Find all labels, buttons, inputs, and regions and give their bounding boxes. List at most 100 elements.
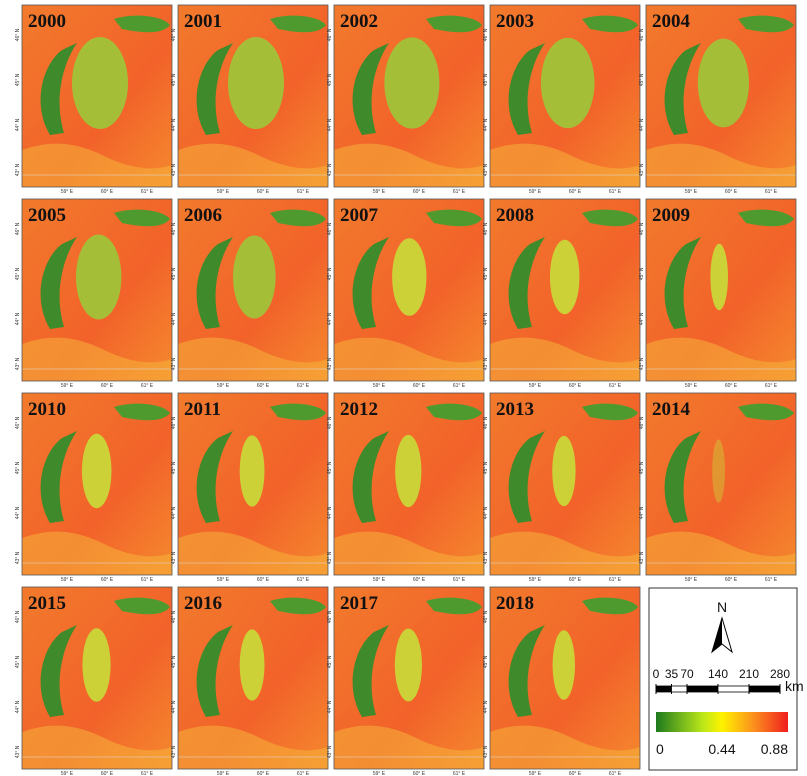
south-mottle [178,143,328,187]
north-lake [738,209,794,227]
south-mottle [178,337,328,381]
lon-label: 60° E [569,189,582,195]
lon-label: 59° E [373,577,386,583]
lon-label: 61° E [765,189,778,195]
year-label: 2011 [184,399,221,420]
west-shore [40,625,77,717]
panel-frame [177,586,329,770]
lat-label: 46° N [171,28,177,41]
south-mottle [22,725,172,769]
lat-label: 45° N [327,461,333,474]
west-shore [40,431,77,523]
lat-label: 43° N [171,551,177,564]
lat-label: 44° N [327,700,333,713]
lon-label: 59° E [61,189,74,195]
lon-label: 61° E [765,383,778,389]
colorbar-label: 0.88 [761,741,788,757]
lon-label: 61° E [453,383,466,389]
lat-label: 46° N [171,222,177,235]
lat-label: 43° N [15,745,21,758]
panel-frame [489,392,641,576]
north-lake [582,597,638,615]
lat-label: 44° N [15,118,21,131]
lat-label: 44° N [639,506,645,519]
lon-label: 60° E [101,383,114,389]
scale-label: 70 [680,667,694,681]
panel-frame [489,4,641,188]
lon-label: 61° E [297,383,310,389]
east-lake [239,435,265,507]
north-lake [114,597,170,615]
lat-label: 46° N [15,28,21,41]
lat-label: 44° N [171,118,177,131]
lat-label: 43° N [171,357,177,370]
lon-label: 61° E [297,189,310,195]
map-panel [490,587,640,769]
lat-label: 43° N [171,745,177,758]
lat-label: 46° N [327,28,333,41]
north-lake [582,15,638,33]
scale-label: 210 [739,667,759,681]
east-lake [552,435,576,507]
map-panel [490,5,640,187]
south-mottle [490,337,640,381]
year-label: 2015 [28,593,66,614]
lat-label: 44° N [327,506,333,519]
north-lake [426,403,482,421]
map-panel [646,393,796,575]
north-label: N [717,599,727,615]
map-panel [490,199,640,381]
east-lake [228,37,284,129]
lon-label: 60° E [569,771,582,776]
lon-label: 60° E [413,577,426,583]
lat-label: 45° N [171,461,177,474]
lon-label: 61° E [453,577,466,583]
legend: N km 0 35 70 140 210 280 0 0.44 0.88 [648,587,804,771]
west-shore [352,237,389,329]
panel-frame [333,198,485,382]
lat-label: 46° N [639,28,645,41]
lat-label: 46° N [327,222,333,235]
panel-frame [21,4,173,188]
east-lake [239,629,265,701]
panel-frame [489,198,641,382]
west-shore [196,237,233,329]
lon-label: 60° E [101,189,114,195]
east-lake [395,434,422,508]
panel-frame [177,198,329,382]
year-label: 2010 [28,399,66,420]
south-mottle [178,531,328,575]
east-lake [233,235,276,319]
lon-label: 60° E [101,577,114,583]
lat-label: 45° N [639,461,645,474]
east-lake [394,628,422,702]
south-mottle [490,143,640,187]
west-shore [352,625,389,717]
lon-label: 61° E [141,771,154,776]
map-panel [490,393,640,575]
north-lake [114,403,170,421]
year-label: 2013 [496,399,534,420]
north-lake [270,209,326,227]
lat-label: 43° N [483,745,489,758]
lon-label: 60° E [725,383,738,389]
scale-label: 280 [770,667,790,681]
lon-label: 59° E [61,383,74,389]
year-label: 2006 [184,205,222,226]
lat-label: 46° N [15,610,21,623]
lat-label: 44° N [327,312,333,325]
lat-label: 44° N [15,506,21,519]
lat-label: 45° N [171,267,177,280]
lat-label: 46° N [15,416,21,429]
north-lake [270,403,326,421]
lat-label: 46° N [483,222,489,235]
west-shore [664,431,701,523]
lat-label: 43° N [639,551,645,564]
lon-label: 61° E [609,383,622,389]
lat-label: 44° N [171,312,177,325]
colorbar-label: 0 [656,741,664,757]
west-shore [508,431,545,523]
east-lake [710,243,728,311]
lat-label: 44° N [639,312,645,325]
lon-label: 59° E [373,771,386,776]
